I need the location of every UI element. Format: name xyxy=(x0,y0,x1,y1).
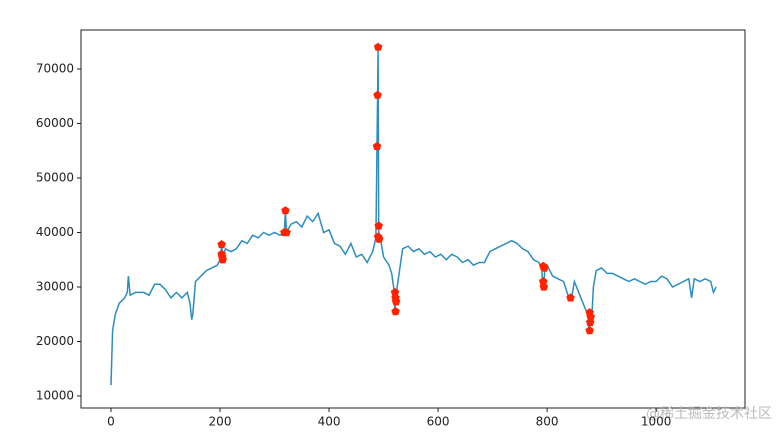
x-tick-label: 600 xyxy=(427,415,450,429)
anomaly-marker xyxy=(372,141,382,150)
anomaly-marker xyxy=(374,221,383,230)
anomaly-marker xyxy=(373,42,383,51)
y-tick-label: 10000 xyxy=(36,389,74,403)
y-tick-label: 70000 xyxy=(36,61,74,75)
x-tick-label: 200 xyxy=(209,415,232,429)
anomaly-marker xyxy=(281,206,290,215)
data-line xyxy=(110,47,717,386)
y-tick-label: 40000 xyxy=(36,225,74,239)
y-tick-label: 20000 xyxy=(36,334,74,348)
anomaly-marker xyxy=(540,263,549,272)
anomaly-marker xyxy=(539,282,549,291)
x-tick-label: 400 xyxy=(318,415,341,429)
anomaly-marker xyxy=(539,277,548,286)
watermark: @稀土掘金技术社区 xyxy=(646,406,772,422)
anomaly-marker xyxy=(282,228,291,237)
anomaly-marker xyxy=(391,307,400,316)
anomaly-marker xyxy=(217,240,226,249)
anomaly-marker xyxy=(390,287,400,297)
anomaly-marker xyxy=(585,326,594,335)
x-tick-label: 800 xyxy=(536,415,559,429)
plot-frame xyxy=(80,29,746,409)
y-tick-label: 60000 xyxy=(36,116,74,130)
anomaly-marker xyxy=(566,293,575,302)
anomaly-marker xyxy=(374,234,384,243)
anomaly-marker xyxy=(586,312,595,321)
anomaly-marker xyxy=(218,255,227,264)
y-tick-label: 50000 xyxy=(36,170,74,184)
y-tick-label: 30000 xyxy=(36,279,74,293)
anomaly-marker xyxy=(373,90,382,99)
x-tick-label: 0 xyxy=(107,415,115,429)
anomaly-marker xyxy=(585,317,595,327)
x-tick-label: 1000 xyxy=(641,415,672,429)
anomaly-marker xyxy=(391,297,401,306)
